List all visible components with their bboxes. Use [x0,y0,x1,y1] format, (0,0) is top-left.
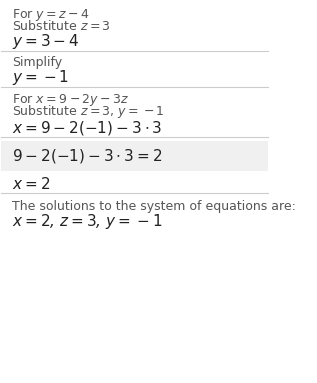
Text: Simplify: Simplify [12,56,62,69]
FancyBboxPatch shape [1,141,268,171]
Text: For $x = 9 - 2y - 3z$: For $x = 9 - 2y - 3z$ [12,92,129,108]
Text: $y = -1$: $y = -1$ [12,68,69,87]
Text: $x = 2$: $x = 2$ [12,176,50,192]
Text: $x = 9 - 2(-1) - 3 \cdot 3$: $x = 9 - 2(-1) - 3 \cdot 3$ [12,119,162,137]
Text: For $y = z - 4$: For $y = z - 4$ [12,7,90,23]
Text: $9 - 2(-1) - 3 \cdot 3 = 2$: $9 - 2(-1) - 3 \cdot 3 = 2$ [12,147,162,165]
Text: Substitute $z = 3$: Substitute $z = 3$ [12,19,111,33]
Text: The solutions to the system of equations are:: The solutions to the system of equations… [12,200,296,213]
Text: $x = 2$, $z = 3$, $y = -1$: $x = 2$, $z = 3$, $y = -1$ [12,213,162,231]
Text: $y = 3 - 4$: $y = 3 - 4$ [12,32,79,51]
Text: Substitute $z = 3$, $y = -1$: Substitute $z = 3$, $y = -1$ [12,103,165,120]
